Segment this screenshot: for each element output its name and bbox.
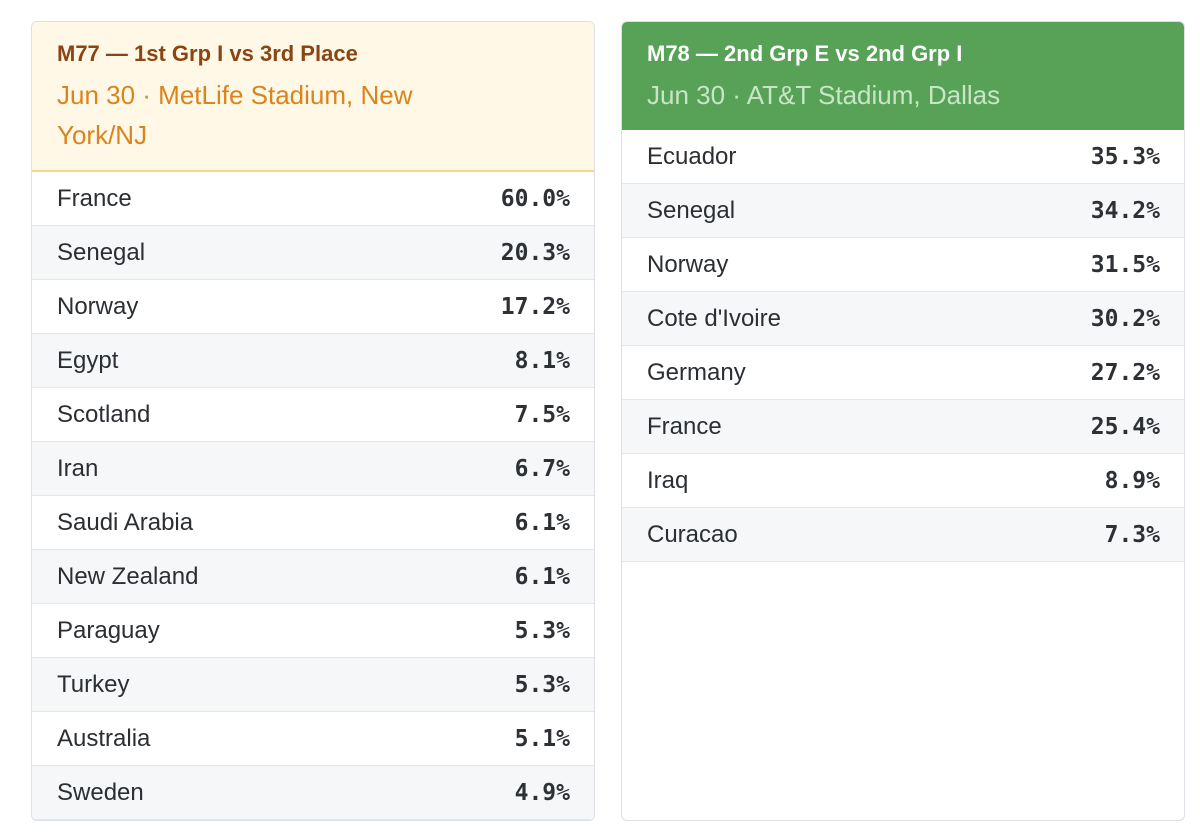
- team-probability-list: Ecuador 35.3% Senegal 34.2% Norway 31.5% Cote …: [622, 130, 1184, 562]
- team-name: France: [647, 412, 722, 440]
- match-header: M77 — 1st Grp I vs 3rd Place Jun 30 · Me…: [32, 22, 594, 172]
- advance-probability: 8.9%: [1104, 467, 1160, 494]
- advance-probability: 6.7%: [514, 455, 570, 482]
- table-row: Turkey 5.3%: [32, 658, 594, 712]
- team-name: France: [57, 184, 132, 212]
- team-name: Iran: [57, 454, 99, 482]
- team-name: Saudi Arabia: [57, 508, 194, 536]
- advance-probability: 7.5%: [514, 401, 570, 428]
- team-name: Turkey: [57, 670, 130, 698]
- team-name: Curacao: [647, 520, 738, 548]
- team-probability-list: France 60.0% Senegal 20.3% Norway 17.2% Egypt 8…: [32, 172, 594, 820]
- table-row: France 60.0%: [32, 172, 594, 226]
- team-name: Ecuador: [647, 142, 737, 170]
- advance-probability: 7.3%: [1104, 521, 1160, 548]
- team-name: Germany: [647, 358, 746, 386]
- match-date-venue: Jun 30 · MetLife Stadium, New York/NJ: [57, 80, 413, 150]
- match-card-m78: M78 — 2nd Grp E vs 2nd Grp I Jun 30 · AT…: [621, 21, 1185, 821]
- table-row: Iraq 8.9%: [622, 454, 1184, 508]
- team-name: Paraguay: [57, 616, 160, 644]
- advance-probability: 30.2%: [1090, 305, 1160, 332]
- match-date-venue: Jun 30 · AT&T Stadium, Dallas: [647, 80, 1001, 110]
- team-name: Iraq: [647, 466, 689, 494]
- table-row: Egypt 8.1%: [32, 334, 594, 388]
- advance-probability: 6.1%: [514, 509, 570, 536]
- advance-probability: 27.2%: [1090, 359, 1160, 386]
- advance-probability: 8.1%: [514, 347, 570, 374]
- match-title: M78 — 2nd Grp E vs 2nd Grp I: [647, 41, 963, 66]
- advance-probability: 4.9%: [514, 779, 570, 806]
- advance-probability: 6.1%: [514, 563, 570, 590]
- table-row: Senegal 20.3%: [32, 226, 594, 280]
- table-row: Senegal 34.2%: [622, 184, 1184, 238]
- team-name: Norway: [57, 292, 139, 320]
- table-row: Germany 27.2%: [622, 346, 1184, 400]
- table-row: Curacao 7.3%: [622, 508, 1184, 562]
- team-name: Norway: [647, 250, 729, 278]
- team-name: Senegal: [647, 196, 736, 224]
- advance-probability: 35.3%: [1090, 143, 1160, 170]
- table-row: France 25.4%: [622, 400, 1184, 454]
- team-name: Australia: [57, 724, 151, 752]
- advance-probability: 25.4%: [1090, 413, 1160, 440]
- team-name: Scotland: [57, 400, 151, 428]
- table-row: Scotland 7.5%: [32, 388, 594, 442]
- team-name: Sweden: [57, 778, 144, 806]
- match-header: M78 — 2nd Grp E vs 2nd Grp I Jun 30 · AT…: [622, 22, 1184, 130]
- advance-probability: 17.2%: [500, 293, 570, 320]
- advance-probability: 5.3%: [514, 617, 570, 644]
- advance-probability: 5.3%: [514, 671, 570, 698]
- advance-probability: 34.2%: [1090, 197, 1160, 224]
- table-row: Norway 17.2%: [32, 280, 594, 334]
- advance-probability: 5.1%: [514, 725, 570, 752]
- table-row: Saudi Arabia 6.1%: [32, 496, 594, 550]
- advance-probability: 20.3%: [500, 239, 570, 266]
- team-name: Senegal: [57, 238, 146, 266]
- table-row: Ecuador 35.3%: [622, 130, 1184, 184]
- team-name: New Zealand: [57, 562, 199, 590]
- table-row: Sweden 4.9%: [32, 766, 594, 820]
- table-row: Norway 31.5%: [622, 238, 1184, 292]
- table-row: Cote d'Ivoire 30.2%: [622, 292, 1184, 346]
- advance-probability: 31.5%: [1090, 251, 1160, 278]
- match-title: M77 — 1st Grp I vs 3rd Place: [57, 41, 358, 66]
- table-row: Paraguay 5.3%: [32, 604, 594, 658]
- table-row: Australia 5.1%: [32, 712, 594, 766]
- table-row: Iran 6.7%: [32, 442, 594, 496]
- advance-probability: 60.0%: [500, 185, 570, 212]
- match-card-m77: M77 — 1st Grp I vs 3rd Place Jun 30 · Me…: [31, 21, 595, 821]
- team-name: Egypt: [57, 346, 119, 374]
- table-row: New Zealand 6.1%: [32, 550, 594, 604]
- team-name: Cote d'Ivoire: [647, 304, 781, 332]
